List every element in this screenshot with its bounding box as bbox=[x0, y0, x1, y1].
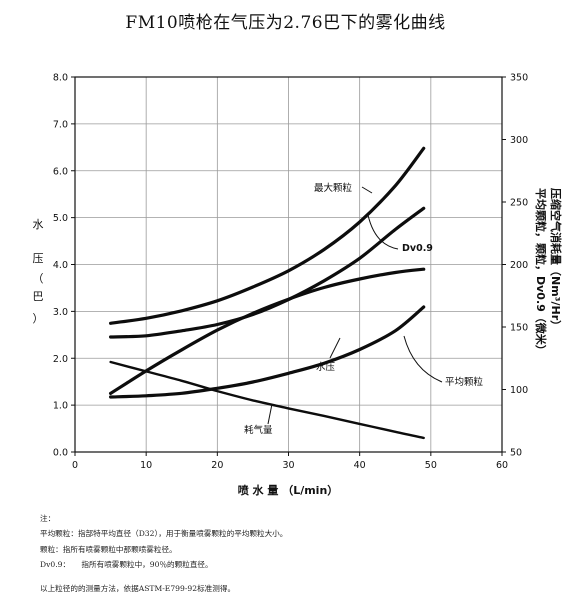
series-line-water-pressure bbox=[109, 267, 426, 395]
y-left-label-char-0: 水 bbox=[33, 218, 44, 231]
chart-title: FM10喷枪在气压为2.76巴下的雾化曲线 bbox=[125, 13, 446, 33]
notes-heading: 注： bbox=[40, 514, 56, 523]
leader-dv09 bbox=[367, 214, 399, 250]
y-right-tick-label-50: 50 bbox=[510, 448, 522, 459]
note-dv09: Dv0.9： 指所有喷雾颗粒中，90％的颗粒直径。 bbox=[40, 560, 213, 570]
leader-mean-particle bbox=[403, 335, 443, 383]
y-right-label-particle: 平均颗粒，颗粒，Dv0.9（微米） bbox=[534, 188, 548, 356]
y-left-tick-label-4.0: 4.0 bbox=[53, 260, 68, 271]
y-left-tick-label-1.0: 1.0 bbox=[53, 401, 68, 412]
leader-air-consumption bbox=[267, 403, 273, 425]
series-line-air-consumption bbox=[109, 360, 425, 440]
y-right-tick-label-350: 350 bbox=[510, 73, 528, 84]
x-tick-label-50: 50 bbox=[425, 460, 437, 471]
notes-block: 注： 平均颗粒：指部特平均直径（D32），用于衡量喷雾颗粒的平均颗粒大小。 颗粒… bbox=[40, 511, 560, 596]
annotation-air-consumption: 耗气量 bbox=[244, 424, 273, 436]
leader-water-pressure bbox=[329, 337, 341, 359]
annotation-mean-particle: 平均颗粒 bbox=[445, 376, 484, 388]
y-left-tick-label-6.0: 6.0 bbox=[53, 166, 68, 177]
y-right-label-air: 压缩空气消耗量（Nm³/Hr） bbox=[549, 188, 563, 331]
leader-max-particle bbox=[361, 186, 373, 194]
y-right-tick-label-200: 200 bbox=[510, 260, 528, 271]
series-line-mean-particle bbox=[109, 305, 426, 399]
x-tick-label-40: 40 bbox=[354, 460, 366, 471]
y-left-tick-label-7.0: 7.0 bbox=[53, 119, 68, 130]
annotation-max-particle: 最大颗粒 bbox=[314, 182, 353, 194]
y-left-tick-label-3.0: 3.0 bbox=[53, 307, 68, 318]
y-right-tick-label-300: 300 bbox=[510, 135, 528, 146]
grid-layer bbox=[75, 77, 502, 452]
x-tick-label-30: 30 bbox=[282, 460, 294, 471]
x-tick-label-10: 10 bbox=[140, 460, 152, 471]
x-tick-label-60: 60 bbox=[496, 460, 508, 471]
y-right-tick-label-250: 250 bbox=[510, 198, 528, 209]
tick-layer: 0 10 20 30 40 50 600.01.02.03.04.05.06.07.08.0… bbox=[53, 73, 528, 472]
y-left-tick-label-2.0: 2.0 bbox=[53, 354, 68, 365]
note-measurement: 以上粒径的的测量方法，依据ASTM-E799-92标准测得。 bbox=[40, 583, 236, 593]
y-left-label-char-4: ） bbox=[33, 312, 44, 325]
label-layer: 喷 水 量 （L/min）水压（巴） 压缩空气消耗量（Nm³/Hr）平均颗粒，颗粒… bbox=[33, 188, 564, 497]
y-left-tick-label-5.0: 5.0 bbox=[53, 213, 68, 224]
y-right-tick-label-150: 150 bbox=[510, 323, 528, 334]
annotation-dv09: Dv0.9 bbox=[402, 243, 433, 254]
y-left-tick-label-8.0: 8.0 bbox=[53, 73, 68, 84]
series-line-max-particle bbox=[109, 146, 426, 325]
y-right-tick-label-100: 100 bbox=[510, 385, 528, 396]
annotation-water-pressure: 水压 bbox=[316, 361, 336, 373]
note-mean-particle: 平均颗粒：指部特平均直径（D32），用于衡量喷雾颗粒的平均颗粒大小。 bbox=[40, 529, 288, 539]
x-tick-label-20: 20 bbox=[211, 460, 223, 471]
y-left-label-char-3: 巴 bbox=[33, 290, 44, 303]
x-axis-label: 喷 水 量 （L/min） bbox=[238, 483, 339, 497]
y-left-label-char-2: （ bbox=[33, 272, 44, 285]
x-tick-label-0: 0 bbox=[72, 460, 78, 471]
y-left-tick-label-0.0: 0.0 bbox=[53, 448, 68, 459]
series-layer bbox=[109, 146, 426, 440]
note-particle: 颗粒：指所有喷雾颗粒中那颗喷雾粒径。 bbox=[40, 544, 177, 554]
y-left-label-char-1: 压 bbox=[33, 252, 44, 265]
